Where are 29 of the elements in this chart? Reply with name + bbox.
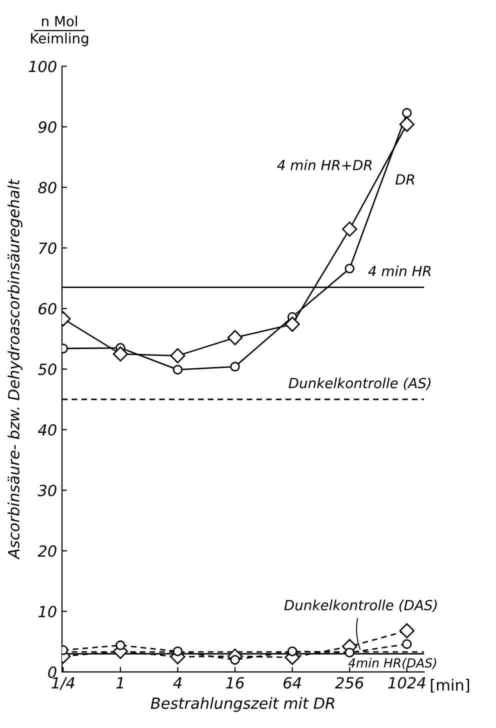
- y-tick-label: 70: [39, 242, 56, 254]
- ref-line-label: Dunkelkontrolle (AS): [288, 378, 430, 390]
- text: Keimling: [31, 32, 88, 46]
- y-tick-label: 30: [38, 484, 56, 496]
- ref-line-label: 4min HR(DAS): [348, 658, 436, 670]
- x-tick-label: 1024: [388, 677, 426, 689]
- x-tick-label: 256: [335, 677, 364, 689]
- y-axis-title: Ascorbinsäure- bzw. Dehydroascorbinsäuregehalt: [8, 178, 22, 560]
- y-tick-label: 100: [28, 60, 56, 72]
- ref-line-label: 4 min HR: [368, 266, 431, 276]
- text: [min]: [430, 678, 470, 693]
- x-tick-label: 16: [226, 677, 244, 689]
- y-tick-label: 20: [38, 545, 56, 557]
- y-tick-label: 0: [48, 666, 56, 678]
- series-label: 4 min HR+DR: [277, 160, 372, 170]
- x-tick-label: 4: [173, 677, 182, 688]
- x-tick-label: 1: [116, 677, 123, 688]
- x-axis-title: Bestrahlungszeit mit DR: [150, 697, 334, 712]
- text: n Mol: [42, 16, 77, 26]
- y-tick-label: 40: [38, 424, 56, 436]
- y-tick-label: 80: [38, 182, 56, 194]
- y-tick-label: 50: [38, 364, 56, 376]
- x-tick-label: 64: [284, 677, 301, 689]
- series-label: DR: [395, 174, 414, 185]
- ref-line-label: Dunkelkontrolle (DAS): [284, 600, 437, 612]
- y-tick-label: 90: [38, 121, 56, 133]
- y-tick-label: 60: [38, 302, 56, 315]
- y-tick-label: 10: [38, 606, 56, 618]
- x-tick-label: 1/4: [52, 677, 74, 690]
